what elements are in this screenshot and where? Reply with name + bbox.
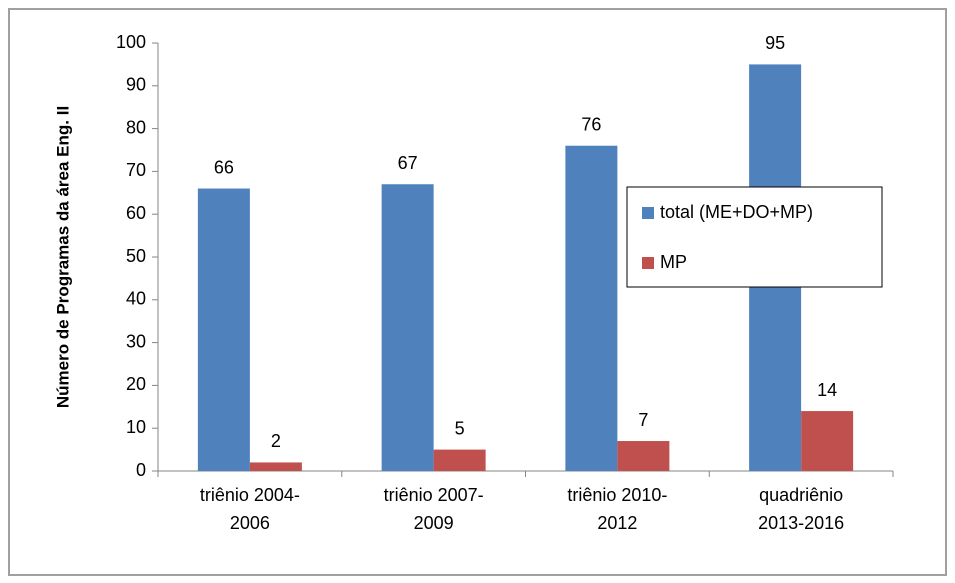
y-tick-label: 90 <box>126 75 146 95</box>
y-tick-label: 70 <box>126 160 146 180</box>
x-tick-label: triênio 2004-2006 <box>199 485 300 533</box>
bar <box>381 184 434 472</box>
data-label: 14 <box>817 380 837 400</box>
y-tick-label: 100 <box>116 32 146 52</box>
x-tick-label: triênio 2007-2009 <box>383 485 484 533</box>
data-label: 2 <box>271 431 281 451</box>
bar <box>565 145 618 471</box>
x-tick-label: quadriênio 2013-2016 <box>758 485 845 533</box>
y-tick-label: 0 <box>136 460 146 480</box>
legend-swatch <box>642 207 654 219</box>
bar <box>617 441 670 471</box>
legend-swatch <box>642 257 654 269</box>
y-tick-label: 30 <box>126 331 146 351</box>
y-tick-label: 60 <box>126 203 146 223</box>
y-tick-label: 80 <box>126 117 146 137</box>
bar <box>801 411 854 471</box>
data-label: 66 <box>214 157 234 177</box>
x-tick-label: triênio 2010-2012 <box>567 485 668 533</box>
data-label: 76 <box>581 114 601 134</box>
data-label: 5 <box>455 418 465 438</box>
x-tick-label-box: triênio 2004-2006 <box>199 485 300 533</box>
bar <box>197 188 250 471</box>
y-axis-label: Número de Programas da área Eng. II <box>53 106 72 408</box>
legend-box <box>626 186 883 288</box>
data-label: 67 <box>398 153 418 173</box>
x-tick-label-box: triênio 2010-2012 <box>567 485 668 533</box>
bar <box>249 462 302 471</box>
bar <box>433 449 486 471</box>
x-tick-label-box: triênio 2007-2009 <box>383 485 484 533</box>
data-label: 7 <box>638 410 648 430</box>
y-tick-label: 10 <box>126 417 146 437</box>
x-tick-label-box: quadriênio 2013-2016 <box>758 485 845 533</box>
legend-label: total (ME+DO+MP) <box>660 202 813 222</box>
data-label: 95 <box>765 33 785 53</box>
y-tick-label: 50 <box>126 246 146 266</box>
legend-label: MP <box>660 252 687 272</box>
y-tick-label: 40 <box>126 289 146 309</box>
y-tick-label: 20 <box>126 374 146 394</box>
